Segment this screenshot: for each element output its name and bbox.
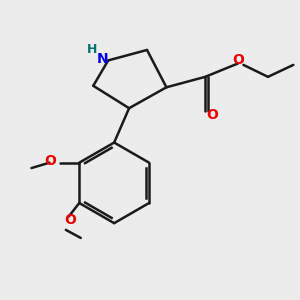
Text: H: H [87, 43, 97, 56]
Text: O: O [232, 53, 244, 67]
Text: N: N [97, 52, 109, 66]
Text: O: O [44, 154, 56, 168]
Text: O: O [206, 108, 218, 122]
Text: O: O [64, 213, 76, 227]
